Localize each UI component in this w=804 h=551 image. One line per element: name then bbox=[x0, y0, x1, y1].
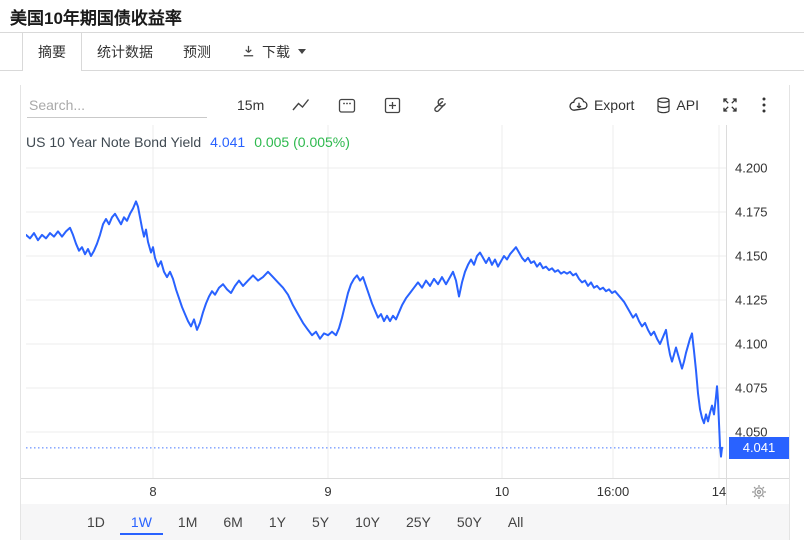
tab-forecast[interactable]: 预测 bbox=[168, 33, 226, 70]
price-line bbox=[26, 200, 723, 458]
range-button-1d[interactable]: 1D bbox=[87, 514, 105, 530]
range-button-5y[interactable]: 5Y bbox=[311, 514, 330, 530]
y-axis-label: 4.200 bbox=[735, 160, 768, 176]
chart-widget: 15m bbox=[20, 85, 790, 540]
line-style-icon[interactable] bbox=[292, 97, 310, 113]
api-button[interactable]: API bbox=[656, 97, 699, 114]
range-button-1y[interactable]: 1Y bbox=[268, 514, 286, 530]
x-axis: 8 9 10 16:00 14 bbox=[21, 478, 791, 505]
toolbar-right: Export API bbox=[569, 96, 767, 114]
range-button-10y[interactable]: 10Y bbox=[355, 514, 380, 530]
download-icon bbox=[241, 44, 256, 59]
range-button-1m[interactable]: 1M bbox=[177, 514, 198, 530]
y-axis-label: 4.050 bbox=[735, 424, 768, 440]
range-button-50y[interactable]: 50Y bbox=[456, 514, 482, 530]
calendar-icon[interactable] bbox=[338, 97, 356, 114]
series-change: 0.005 (0.005%) bbox=[254, 134, 350, 150]
y-axis-label: 4.150 bbox=[735, 248, 768, 264]
fullscreen-icon[interactable] bbox=[721, 96, 739, 114]
interval-selector[interactable]: 15m bbox=[237, 97, 265, 113]
y-axis: 4.041 4.200 4.175 4.150 4.125 4.100 4.075 4.05… bbox=[726, 125, 791, 478]
tab-download[interactable]: 下载 bbox=[226, 33, 321, 70]
range-button-1w[interactable]: 1W bbox=[119, 509, 163, 535]
settings-icon[interactable] bbox=[751, 484, 767, 500]
tab-summary[interactable]: 摘要 bbox=[22, 33, 82, 71]
series-name: US 10 Year Note Bond Yield bbox=[26, 134, 202, 150]
tab-download-label: 下载 bbox=[262, 43, 290, 60]
y-axis-label: 4.125 bbox=[735, 292, 768, 308]
range-button-all[interactable]: All bbox=[507, 514, 524, 530]
chevron-down-icon bbox=[298, 49, 306, 54]
current-price-label: 4.041 bbox=[729, 436, 789, 459]
x-axis-settings bbox=[726, 479, 791, 505]
chart-plot[interactable] bbox=[26, 125, 726, 478]
range-selector: 1D 1W 1M 6M 1Y 5Y 10Y 25Y 50Y All bbox=[21, 504, 789, 540]
y-axis-label: 4.175 bbox=[735, 204, 768, 220]
x-axis-label: 10 bbox=[494, 484, 510, 499]
compare-add-icon[interactable] bbox=[384, 97, 401, 114]
y-axis-label: 4.075 bbox=[735, 380, 768, 396]
x-axis-label: 16:00 bbox=[596, 484, 630, 499]
more-menu-icon[interactable] bbox=[761, 96, 767, 114]
title-bar: 美国10年期国债收益率 bbox=[0, 0, 804, 32]
export-label: Export bbox=[593, 97, 635, 113]
tools-icon[interactable] bbox=[429, 97, 447, 114]
tab-forecast-label: 预测 bbox=[183, 43, 211, 60]
range-button-25y[interactable]: 25Y bbox=[405, 514, 431, 530]
chart-toolbar: 15m bbox=[21, 85, 789, 125]
tab-stats-label: 统计数据 bbox=[97, 43, 153, 60]
chart-area: US 10 Year Note Bond Yield 4.041 0.005 (… bbox=[21, 125, 789, 478]
tab-stats[interactable]: 统计数据 bbox=[82, 33, 168, 70]
api-label: API bbox=[676, 97, 699, 113]
chart-legend: US 10 Year Note Bond Yield 4.041 0.005 (… bbox=[26, 134, 350, 150]
database-icon bbox=[656, 97, 671, 114]
x-axis-label: 9 bbox=[324, 484, 332, 499]
export-button[interactable]: Export bbox=[569, 97, 634, 113]
series-last-value: 4.041 bbox=[210, 134, 246, 150]
page-title: 美国10年期国债收益率 bbox=[10, 8, 182, 28]
x-axis-label: 14 bbox=[711, 484, 727, 499]
x-axis-label: 8 bbox=[149, 484, 157, 499]
y-axis-label: 4.100 bbox=[735, 336, 768, 352]
tab-bar: 摘要 统计数据 预测 下载 bbox=[0, 32, 804, 71]
tab-summary-label: 摘要 bbox=[38, 44, 66, 60]
search-input[interactable] bbox=[27, 92, 207, 118]
cloud-download-icon bbox=[569, 97, 589, 113]
range-button-6m[interactable]: 6M bbox=[223, 514, 243, 530]
